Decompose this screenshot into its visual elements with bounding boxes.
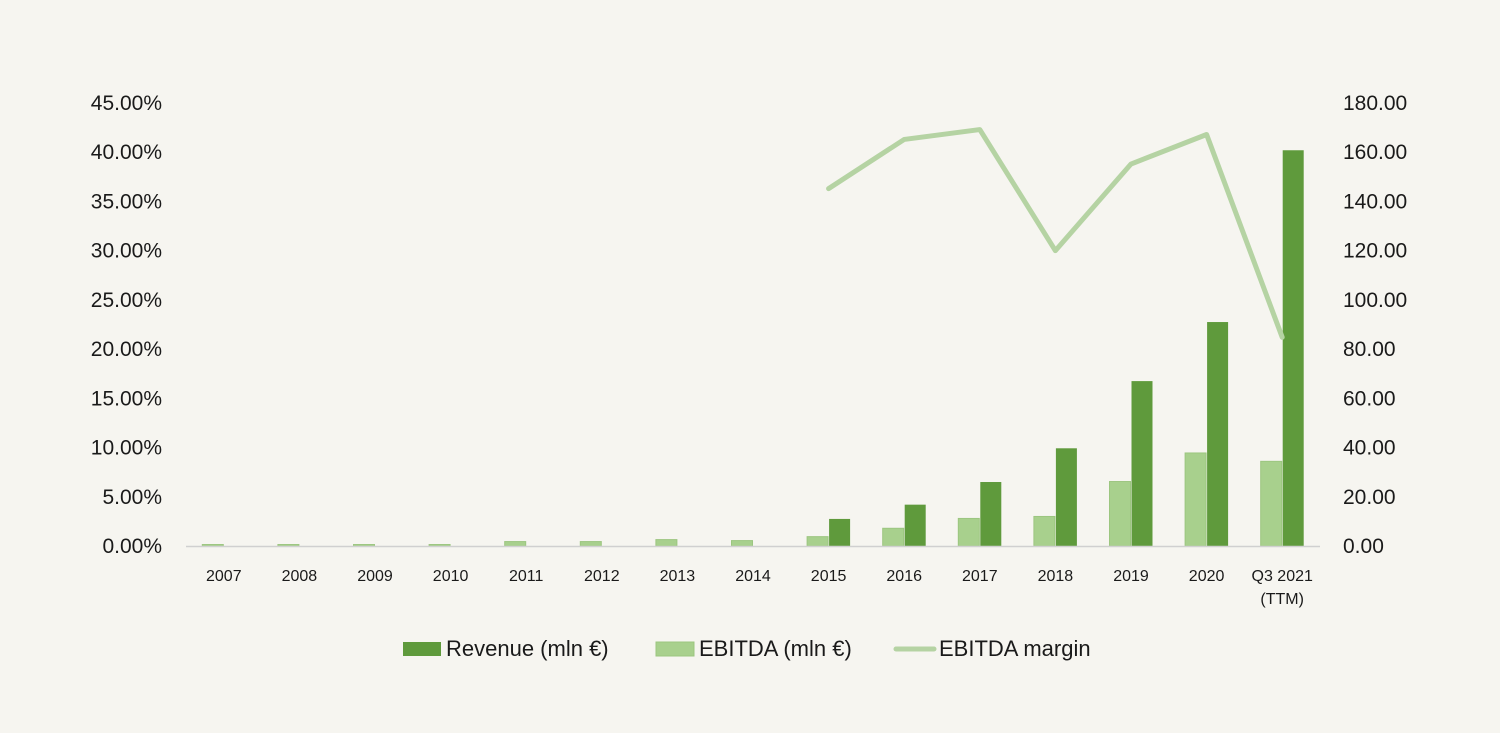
x-axis: 2007 2008 2009 2010 2011 2012 2013 2014 2015 2016… (206, 568, 1313, 608)
right-tick-label: 60.00 (1343, 387, 1396, 410)
legend-label-revenue: Revenue (mln €) (446, 636, 609, 661)
revenue-bar-14 (1283, 150, 1304, 546)
bars-layer (202, 150, 1303, 546)
x-tick-label: 2009 (357, 568, 393, 585)
x-tick-label: 2008 (282, 568, 318, 585)
left-tick-label: 15.00% (91, 387, 162, 410)
x-tick-label: 2013 (660, 568, 696, 585)
x-tick-label: 2015 (811, 568, 847, 585)
left-tick-label: 10.00% (91, 437, 162, 460)
right-tick-label: 160.00 (1343, 141, 1407, 164)
ebitda-bar-8 (807, 537, 828, 546)
revenue-bar-9 (905, 505, 926, 546)
left-tick-label: 20.00% (91, 338, 162, 361)
x-tick-label: 2007 (206, 568, 242, 585)
ebitda-margin-line (829, 130, 1283, 338)
ebitda-bar-9 (883, 528, 904, 546)
x-tick-label: 2019 (1113, 568, 1149, 585)
ebitda-bar-6 (656, 540, 677, 546)
x-tick-label: Q3 2021(TTM) (1252, 568, 1313, 608)
x-tick-label: 2014 (735, 568, 771, 585)
left-tick-label: 40.00% (91, 141, 162, 164)
margin-line-layer (829, 129, 1283, 337)
right-tick-label: 120.00 (1343, 240, 1407, 263)
ebitda-bar-10 (958, 518, 979, 546)
legend-swatch-revenue (403, 642, 441, 656)
right-tick-label: 20.00 (1343, 486, 1396, 509)
right-axis: 0.00 20.00 40.00 60.00 80.00 100.00 120.00 140.… (1343, 92, 1407, 558)
legend-label-margin: EBITDA margin (939, 636, 1091, 661)
revenue-bar-11 (1056, 448, 1077, 546)
right-tick-label: 100.00 (1343, 289, 1407, 312)
revenue-bar-8 (829, 519, 850, 546)
legend: Revenue (mln €) EBITDA (mln €) EBITDA ma… (403, 636, 1091, 661)
legend-label-ebitda: EBITDA (mln €) (699, 636, 852, 661)
legend-swatch-ebitda (656, 642, 694, 656)
ebitda-bar-7 (732, 541, 753, 546)
ebitda-bar-14 (1261, 461, 1282, 546)
right-tick-label: 180.00 (1343, 92, 1407, 115)
ebitda-bar-5 (580, 542, 601, 546)
right-tick-label: 80.00 (1343, 338, 1396, 361)
left-tick-label: 25.00% (91, 289, 162, 312)
left-tick-label: 35.00% (91, 190, 162, 213)
left-tick-label: 30.00% (91, 240, 162, 263)
revenue-bar-13 (1207, 322, 1228, 546)
revenue-bar-10 (980, 482, 1001, 546)
x-tick-label: 2010 (433, 568, 469, 585)
left-tick-label: 5.00% (102, 486, 162, 509)
ebitda-bar-4 (505, 542, 526, 546)
x-tick-label: 2018 (1038, 568, 1074, 585)
right-tick-label: 0.00 (1343, 535, 1384, 558)
revenue-bar-12 (1132, 381, 1153, 546)
right-tick-label: 40.00 (1343, 437, 1396, 460)
right-tick-label: 140.00 (1343, 190, 1407, 213)
x-tick-label: 2017 (962, 568, 998, 585)
left-axis: 0.00% 5.00% 10.00% 15.00% 20.00% 25.00% 30.00%… (91, 92, 162, 558)
left-tick-label: 45.00% (91, 92, 162, 115)
x-tick-label: 2020 (1189, 568, 1225, 585)
x-tick-label: 2012 (584, 568, 620, 585)
x-tick-label: 2011 (509, 568, 544, 585)
ebitda-bar-12 (1110, 482, 1131, 546)
x-tick-label: 2016 (886, 568, 922, 585)
ebitda-bar-11 (1034, 516, 1055, 546)
left-tick-label: 0.00% (102, 535, 162, 558)
ebitda-bar-13 (1185, 453, 1206, 546)
